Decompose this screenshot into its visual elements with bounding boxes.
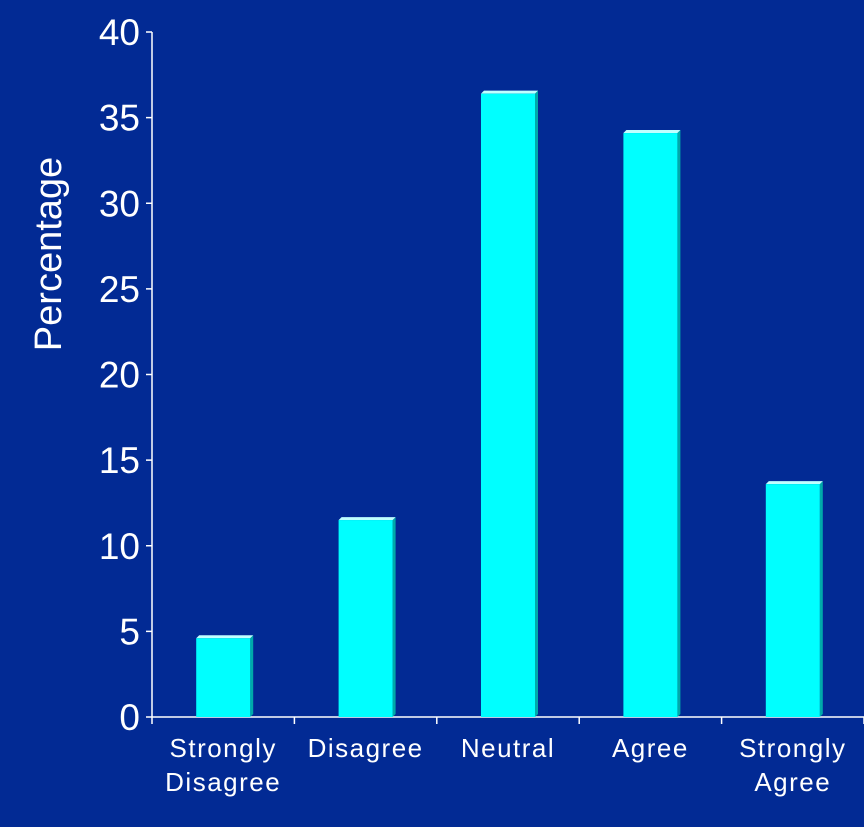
x-tick-label-line: Neutral [461, 733, 555, 763]
bar-face [338, 520, 393, 717]
bar-top [765, 481, 823, 485]
bar-top [338, 517, 396, 521]
x-tick-label-line: Disagree [165, 767, 281, 797]
bar [623, 130, 681, 718]
y-tick-labels: 0 5 10 15 20 25 30 35 40 [99, 12, 140, 738]
x-tick-label: Strongly Disagree [165, 733, 281, 797]
bar-side [250, 635, 254, 717]
bar-side [392, 517, 396, 717]
y-tick-label: 35 [99, 98, 140, 139]
y-tick-label: 20 [99, 355, 140, 396]
y-tick-label: 25 [99, 269, 140, 310]
x-tick-label-line: Disagree [308, 733, 424, 763]
y-tick-label: 15 [99, 440, 140, 481]
y-tick-label: 10 [99, 526, 140, 567]
y-tick-label: 30 [99, 183, 140, 224]
bar [765, 481, 823, 717]
axes [146, 31, 864, 724]
bar-side [819, 481, 823, 717]
bars [196, 90, 823, 718]
x-tick-label-line: Agree [754, 767, 831, 797]
y-tick-label: 0 [119, 697, 140, 738]
x-tick-label-line: Agree [612, 733, 689, 763]
bar-face [623, 133, 678, 718]
bar [338, 517, 396, 717]
x-tick-label: Strongly Agree [739, 733, 846, 797]
y-tick-label: 40 [99, 12, 140, 53]
bar-top [623, 130, 681, 134]
bar-side [535, 90, 538, 717]
y-axis-title: Percentage [28, 157, 70, 351]
x-tick-label: Neutral [461, 733, 555, 763]
bar-face [765, 484, 820, 717]
bar [481, 90, 538, 717]
bar-top [481, 90, 538, 94]
bar-top [196, 635, 254, 639]
bar [196, 635, 254, 717]
bar-side [677, 130, 681, 718]
y-tick-label: 5 [119, 611, 140, 652]
x-tick-label: Disagree [308, 733, 424, 763]
bar-face [481, 93, 535, 717]
bar-face [196, 638, 251, 717]
x-tick-label: Agree [612, 733, 689, 763]
x-tick-label-line: Strongly [170, 733, 277, 763]
x-tick-label-line: Strongly [739, 733, 846, 763]
